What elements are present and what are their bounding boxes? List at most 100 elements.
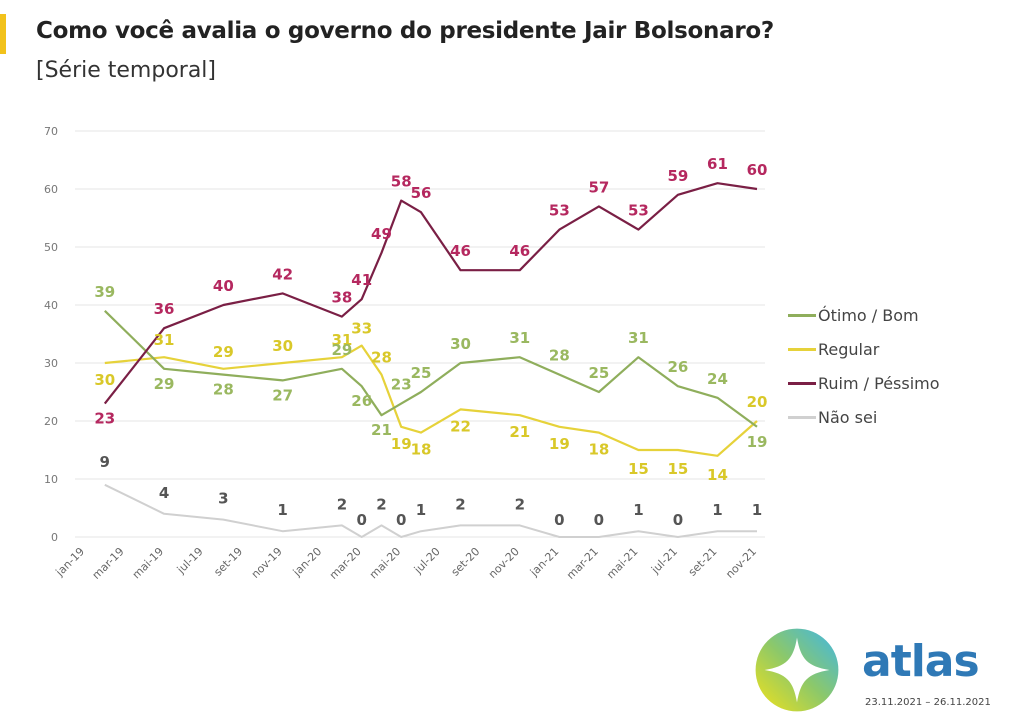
data-label-nao-sei: 9 [100, 453, 110, 471]
x-tick-label: set-19 [211, 545, 245, 579]
legend-item-ruim-pessimo: Ruim / Péssimo [788, 366, 940, 400]
data-label-ruim-pessimo: 49 [371, 225, 392, 243]
accent-bar [0, 14, 6, 54]
series-line-regular [104, 344, 758, 457]
legend-item-nao-sei: Não sei [788, 400, 940, 434]
data-label-ruim-pessimo: 61 [707, 155, 728, 173]
legend-item-regular: Regular [788, 332, 940, 366]
data-label-otimo-bom: 25 [588, 364, 609, 382]
x-tick-label: jan-21 [527, 545, 561, 579]
data-label-regular: 31 [154, 331, 175, 349]
data-label-nao-sei: 0 [673, 511, 683, 529]
data-label-regular: 33 [351, 320, 372, 338]
series-lines [103, 182, 758, 538]
data-label-nao-sei: 2 [337, 495, 347, 513]
x-tick-label: mai-21 [604, 545, 640, 581]
y-tick-label: 20 [44, 415, 58, 428]
y-tick-label: 60 [44, 183, 58, 196]
x-tick-label: jul-20 [411, 545, 443, 577]
data-label-nao-sei: 1 [633, 501, 643, 519]
data-label-otimo-bom: 19 [747, 433, 768, 451]
data-label-otimo-bom: 28 [213, 381, 234, 399]
data-label-regular: 15 [668, 460, 689, 478]
x-tick-label: jan-19 [53, 545, 87, 579]
data-label-ruim-pessimo: 57 [588, 178, 609, 196]
legend-item-otimo-bom: Ótimo / Bom [788, 298, 940, 332]
x-tick-label: mai-20 [367, 545, 403, 581]
x-tick-label: jul-19 [174, 545, 206, 577]
data-label-ruim-pessimo: 46 [450, 242, 471, 260]
data-label-regular: 30 [272, 337, 293, 355]
data-label-ruim-pessimo: 23 [94, 410, 115, 428]
x-tick-label: jul-21 [648, 545, 680, 577]
data-label-regular: 18 [411, 441, 432, 459]
legend-label: Ruim / Péssimo [818, 373, 940, 393]
series-line-otimo-bom [104, 310, 758, 428]
legend-swatch [788, 313, 816, 317]
data-label-otimo-bom: 24 [707, 370, 728, 388]
y-tick-label: 0 [51, 531, 58, 544]
data-label-nao-sei: 1 [416, 501, 426, 519]
x-tick-label: nov-21 [723, 545, 759, 581]
x-tick-label: mar-19 [90, 545, 127, 582]
data-label-otimo-bom: 31 [509, 329, 530, 347]
data-label-nao-sei: 0 [594, 511, 604, 529]
data-label-regular: 21 [509, 423, 530, 441]
data-label-regular: 31 [332, 331, 353, 349]
data-label-otimo-bom: 28 [549, 347, 570, 365]
data-label-regular: 20 [747, 393, 768, 411]
legend: Ótimo / Bom Regular Ruim / Péssimo Não s… [788, 298, 940, 434]
data-label-ruim-pessimo: 36 [154, 300, 175, 318]
data-label-nao-sei: 2 [455, 495, 465, 513]
y-tick-label: 50 [44, 241, 58, 254]
data-label-ruim-pessimo: 42 [272, 265, 293, 283]
data-label-ruim-pessimo: 58 [391, 173, 412, 191]
x-tick-label: mar-21 [564, 545, 601, 582]
chart-title: Como você avalia o governo do presidente… [36, 18, 774, 44]
data-label-otimo-bom: 21 [371, 421, 392, 439]
data-label-ruim-pessimo: 59 [668, 167, 689, 185]
brand-name: atlas [862, 636, 980, 687]
data-label-nao-sei: 0 [396, 511, 406, 529]
data-label-ruim-pessimo: 41 [351, 271, 372, 289]
data-label-nao-sei: 1 [277, 501, 287, 519]
data-label-regular: 18 [588, 441, 609, 459]
data-label-regular: 15 [628, 460, 649, 478]
data-label-nao-sei: 3 [218, 490, 228, 508]
data-label-nao-sei: 4 [159, 484, 169, 502]
y-tick-label: 30 [44, 357, 58, 370]
survey-date-range: 23.11.2021 – 26.11.2021 [865, 697, 991, 708]
x-tick-label: nov-20 [486, 545, 522, 581]
y-tick-label: 40 [44, 299, 58, 312]
y-axis-ticks: 0 10 20 30 40 50 60 70 [44, 125, 58, 544]
data-label-ruim-pessimo: 56 [411, 184, 432, 202]
data-label-ruim-pessimo: 38 [332, 289, 353, 307]
legend-label: Regular [818, 339, 880, 359]
data-label-regular: 19 [549, 435, 570, 453]
x-tick-label: mai-19 [130, 545, 166, 581]
data-label-regular: 30 [94, 371, 115, 389]
x-tick-label: set-20 [449, 545, 483, 579]
data-label-regular: 28 [371, 349, 392, 367]
data-label-nao-sei: 0 [356, 511, 366, 529]
data-label-nao-sei: 2 [515, 495, 525, 513]
data-label-otimo-bom: 26 [668, 358, 689, 376]
x-tick-label: jan-20 [290, 545, 324, 579]
data-label-otimo-bom: 29 [154, 375, 175, 393]
series-line-ruim-pessimo [103, 182, 758, 405]
legend-swatch [788, 381, 816, 385]
data-label-regular: 19 [391, 435, 412, 453]
legend-swatch [788, 415, 816, 419]
data-label-otimo-bom: 25 [411, 364, 432, 382]
data-label-nao-sei: 1 [752, 501, 762, 519]
x-tick-label: nov-19 [249, 545, 285, 581]
data-label-ruim-pessimo: 53 [549, 202, 570, 220]
data-label-otimo-bom: 26 [351, 392, 372, 410]
data-label-regular: 14 [707, 466, 728, 484]
data-label-ruim-pessimo: 53 [628, 202, 649, 220]
data-label-otimo-bom: 30 [450, 335, 471, 353]
y-tick-label: 10 [44, 473, 58, 486]
data-label-nao-sei: 0 [554, 511, 564, 529]
y-tick-label: 70 [44, 125, 58, 138]
